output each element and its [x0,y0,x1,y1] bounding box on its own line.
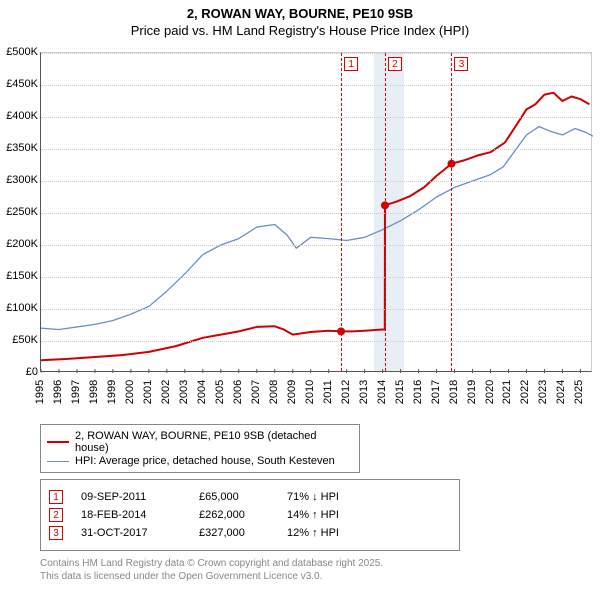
gridline [41,277,591,278]
series-red [41,93,589,361]
x-axis-label: 2021 [501,380,513,404]
sale-marker-label: 2 [388,57,402,71]
x-axis-label: 2002 [160,380,172,404]
x-axis-label: 2008 [268,380,280,404]
legend-series-text: 2, ROWAN WAY, BOURNE, PE10 9SB (detached… [75,430,353,454]
gridline [41,341,591,342]
x-axis-label: 1996 [52,380,64,404]
footer-line-2: This data is licensed under the Open Gov… [40,570,560,583]
x-axis-label: 2009 [286,380,298,404]
legend-sale-price: £262,000 [199,509,269,521]
legend-sale-diff: 14% ↑ HPI [287,509,339,521]
x-axis-label: 2000 [124,380,136,404]
legend-sale-row: 3 31-OCT-2017 £327,000 12% ↑ HPI [49,526,451,540]
legend-sale-index: 3 [49,526,63,540]
x-axis-label: 2020 [484,380,496,404]
title-line-1: 2, ROWAN WAY, BOURNE, PE10 9SB [0,6,600,21]
x-axis-label: 1995 [34,380,46,404]
x-axis-label: 2017 [430,380,442,404]
plot-region: 1 2 3 [40,52,592,372]
y-axis-label: £400K [0,110,38,122]
x-axis-label: 2016 [412,380,424,404]
y-axis-label: £350K [0,142,38,154]
y-axis-label: £200K [0,238,38,250]
legend-swatch [47,441,69,443]
gridline [41,85,591,86]
x-axis-label: 2022 [519,380,531,404]
x-axis-label: 2015 [394,380,406,404]
legend-sale-row: 2 18-FEB-2014 £262,000 14% ↑ HPI [49,508,451,522]
legend-sale-price: £327,000 [199,527,269,539]
legend-sale-diff: 12% ↑ HPI [287,527,339,539]
y-axis-label: £0 [0,366,38,378]
x-axis-label: 2013 [358,380,370,404]
y-axis-label: £450K [0,78,38,90]
gridline [41,309,591,310]
gridline [41,181,591,182]
chart-area: £0 £50K £100K £150K £200K £250K £300K £350K £400… [0,42,600,422]
sale-marker-label: 3 [454,57,468,71]
legend-series: 2, ROWAN WAY, BOURNE, PE10 9SB (detached… [40,424,360,473]
title-line-2: Price paid vs. HM Land Registry's House … [0,23,600,38]
y-axis-label: £300K [0,174,38,186]
y-axis-label: £500K [0,46,38,58]
legend-sale-date: 18-FEB-2014 [81,509,181,521]
y-axis-label: £150K [0,270,38,282]
legend-swatch [47,461,69,462]
x-axis-label: 2025 [573,380,585,404]
y-axis-label: £100K [0,302,38,314]
x-axis-label: 2014 [376,380,388,404]
x-axis-label: 2023 [537,380,549,404]
legend-sale-date: 31-OCT-2017 [81,527,181,539]
x-axis-label: 2001 [142,380,154,404]
x-axis-label: 2007 [250,380,262,404]
legend-sale-row: 1 09-SEP-2011 £65,000 71% ↓ HPI [49,490,451,504]
gridline [41,149,591,150]
legend-sales: 1 09-SEP-2011 £65,000 71% ↓ HPI 2 18-FEB-2014… [40,479,460,551]
footer-line-1: Contains HM Land Registry data © Crown c… [40,557,560,570]
x-axis-label: 1999 [106,380,118,404]
legend-sale-date: 09-SEP-2011 [81,491,181,503]
sale-marker-label: 1 [344,57,358,71]
sale-marker-line [385,53,386,371]
x-axis-label: 2024 [555,380,567,404]
x-axis-label: 2005 [214,380,226,404]
x-axis-label: 1997 [70,380,82,404]
sale-marker-line [341,53,342,371]
legend-sale-index: 2 [49,508,63,522]
sale-marker-line [451,53,452,371]
legend-series-row: HPI: Average price, detached house, Sout… [47,455,353,467]
gridline [41,245,591,246]
gridline [41,117,591,118]
x-axis-label: 2003 [178,380,190,404]
legend-series-text: HPI: Average price, detached house, Sout… [75,455,335,467]
x-axis-label: 2004 [196,380,208,404]
y-axis-label: £50K [0,334,38,346]
x-axis-label: 2012 [340,380,352,404]
x-axis-label: 1998 [88,380,100,404]
x-axis-label: 2011 [322,380,334,404]
x-axis-label: 2019 [466,380,478,404]
legend-sale-price: £65,000 [199,491,269,503]
x-axis-label: 2018 [448,380,460,404]
series-blue [41,127,593,330]
chart-title: 2, ROWAN WAY, BOURNE, PE10 9SB Price pai… [0,0,600,42]
gridline [41,213,591,214]
legend-sale-diff: 71% ↓ HPI [287,491,339,503]
y-axis-label: £250K [0,206,38,218]
x-axis-label: 2006 [232,380,244,404]
footer-attribution: Contains HM Land Registry data © Crown c… [40,557,560,583]
x-axis-label: 2010 [304,380,316,404]
gridline [41,53,591,54]
legend-sale-index: 1 [49,490,63,504]
legend-series-row: 2, ROWAN WAY, BOURNE, PE10 9SB (detached… [47,430,353,454]
